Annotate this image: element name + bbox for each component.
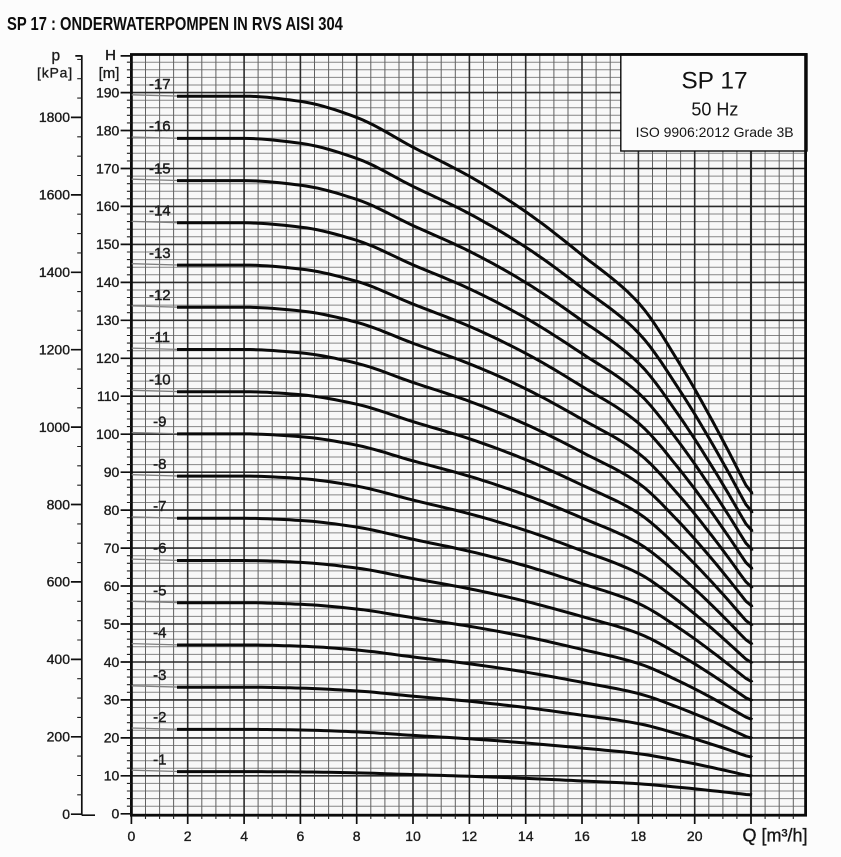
svg-text:100: 100 [96, 426, 120, 442]
svg-text:90: 90 [104, 464, 120, 480]
svg-text:40: 40 [104, 654, 120, 670]
svg-text:-7: -7 [153, 498, 166, 515]
svg-text:20: 20 [687, 828, 703, 844]
svg-text:1000: 1000 [39, 419, 70, 435]
svg-text:400: 400 [47, 651, 71, 667]
svg-text:130: 130 [96, 312, 120, 328]
svg-text:-3: -3 [153, 667, 166, 684]
svg-text:ISO 9906:2012 Grade 3B: ISO 9906:2012 Grade 3B [636, 124, 794, 140]
svg-text:-12: -12 [149, 287, 171, 304]
svg-text:0: 0 [112, 806, 120, 822]
svg-text:16: 16 [574, 828, 590, 844]
svg-text:180: 180 [96, 122, 120, 138]
svg-text:-1: -1 [153, 751, 166, 768]
svg-text:-10: -10 [149, 371, 171, 388]
svg-text:20: 20 [104, 730, 120, 746]
svg-text:-2: -2 [153, 709, 166, 726]
svg-text:1200: 1200 [39, 342, 70, 358]
svg-text:-15: -15 [149, 160, 171, 177]
svg-text:160: 160 [96, 198, 120, 214]
svg-text:80: 80 [104, 502, 120, 518]
svg-text:-8: -8 [153, 456, 166, 473]
svg-text:Q [m³/h]: Q [m³/h] [742, 826, 807, 846]
svg-text:50: 50 [104, 616, 120, 632]
svg-text:-11: -11 [150, 329, 171, 346]
svg-text:600: 600 [47, 574, 71, 590]
svg-text:14: 14 [518, 828, 534, 844]
svg-text:150: 150 [96, 236, 120, 252]
svg-text:[kPa]: [kPa] [37, 65, 73, 81]
svg-text:-17: -17 [149, 76, 171, 93]
svg-text:120: 120 [96, 350, 120, 366]
svg-text:18: 18 [631, 828, 647, 844]
svg-text:-6: -6 [153, 540, 166, 557]
svg-text:8: 8 [353, 828, 361, 844]
svg-text:p: p [51, 48, 60, 65]
svg-text:1600: 1600 [39, 187, 70, 203]
svg-text:2: 2 [184, 828, 192, 844]
svg-text:70: 70 [104, 540, 120, 556]
svg-text:200: 200 [47, 729, 71, 745]
svg-text:SP 17: SP 17 [681, 68, 747, 95]
svg-text:0: 0 [128, 828, 136, 844]
svg-text:10: 10 [104, 768, 120, 784]
svg-text:800: 800 [47, 496, 71, 512]
svg-text:6: 6 [297, 828, 305, 844]
svg-text:-16: -16 [149, 118, 171, 135]
svg-text:1400: 1400 [39, 264, 70, 280]
svg-text:-9: -9 [153, 414, 166, 431]
svg-text:190: 190 [96, 84, 120, 100]
svg-text:30: 30 [104, 692, 120, 708]
svg-text:4: 4 [240, 828, 248, 844]
svg-text:-5: -5 [153, 582, 166, 599]
svg-text:10: 10 [405, 828, 421, 844]
svg-text:H: H [105, 47, 116, 64]
svg-text:-13: -13 [149, 245, 171, 262]
svg-text:140: 140 [96, 274, 120, 290]
svg-text:-14: -14 [149, 203, 171, 220]
svg-text:110: 110 [97, 388, 120, 404]
svg-text:1800: 1800 [39, 109, 70, 125]
svg-text:12: 12 [462, 828, 478, 844]
svg-text:60: 60 [104, 578, 120, 594]
svg-text:50 Hz: 50 Hz [691, 100, 738, 120]
svg-text:[m]: [m] [99, 65, 120, 82]
svg-text:170: 170 [96, 160, 120, 176]
svg-text:0: 0 [62, 806, 70, 822]
svg-text:-4: -4 [153, 625, 166, 642]
